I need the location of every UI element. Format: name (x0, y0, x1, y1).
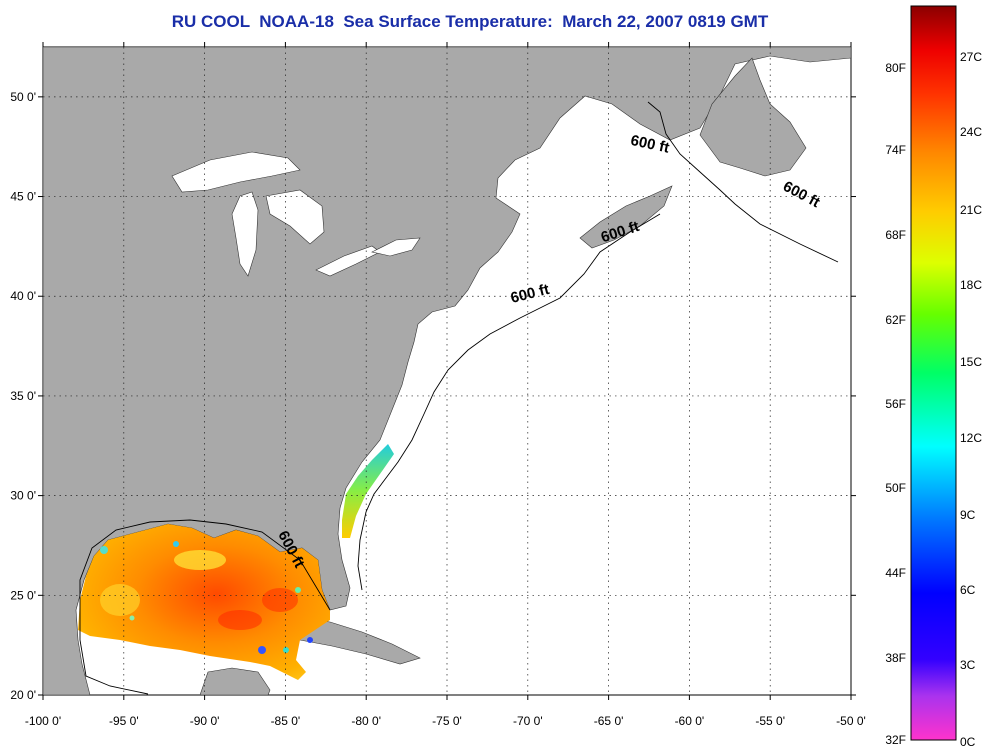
lon-tick-label: -85 0' (271, 714, 301, 728)
lat-tick-label: 45 0' (10, 190, 36, 204)
lat-tick-label: 30 0' (10, 489, 36, 503)
colorbar-c-label: 9C (960, 508, 976, 522)
lon-tick-label: -70 0' (513, 714, 543, 728)
colorbar-f-label: 74F (885, 143, 906, 157)
colorbar-c-label: 27C (960, 50, 982, 64)
chart-title: RU COOL NOAA-18 Sea Surface Temperature:… (171, 12, 769, 31)
sst-swath-atlantic (342, 444, 394, 538)
colorbar-gradient (910, 5, 957, 741)
colorbar-c-label: 24C (960, 125, 982, 139)
lon-tick-label: -55 0' (755, 714, 785, 728)
lat-axis: 20 0' 25 0' 30 0' 35 0' 40 0' 45 0' 50 0' (10, 90, 856, 702)
sst-swath-gulf (78, 524, 330, 680)
lon-tick-label: -95 0' (109, 714, 139, 728)
lat-tick-label: 40 0' (10, 289, 36, 303)
lon-tick-label: -80 0' (351, 714, 381, 728)
colorbar-c-labels: 27C 24C 21C 18C 15C 12C 9C 6C 3C 0C (960, 50, 982, 749)
lat-tick-label: 50 0' (10, 90, 36, 104)
lon-tick-label: -50 0' (836, 714, 866, 728)
colorbar-f-label: 56F (885, 397, 906, 411)
colorbar-f-label: 44F (885, 566, 906, 580)
map-grid (43, 47, 851, 695)
land-nova-scotia (579, 185, 673, 249)
colorbar-f-label: 32F (885, 733, 906, 747)
lat-tick-label: 35 0' (10, 389, 36, 403)
land-yucatan (199, 667, 271, 695)
sst-swath-patches (100, 541, 313, 654)
land-newfoundland (699, 57, 807, 177)
colorbar-c-label: 21C (960, 203, 982, 217)
great-lakes (171, 151, 421, 277)
colorbar-f-label: 50F (885, 481, 906, 495)
colorbar-c-label: 15C (960, 355, 982, 369)
colorbar-c-label: 6C (960, 583, 976, 597)
colorbar: 80F 74F 68F 62F 56F 50F 44F 38F 32F 27C 24C 21C 18C… (885, 5, 982, 749)
isobath-600ft (79, 101, 839, 695)
lon-tick-label: -90 0' (190, 714, 220, 728)
colorbar-f-label: 68F (885, 228, 906, 242)
lat-tick-label: 20 0' (10, 688, 36, 702)
lon-tick-label: -75 0' (432, 714, 462, 728)
colorbar-c-label: 18C (960, 278, 982, 292)
colorbar-c-label: 0C (960, 735, 976, 749)
colorbar-c-label: 3C (960, 658, 976, 672)
lon-tick-label: -100 0' (25, 714, 61, 728)
colorbar-f-labels: 80F 74F 68F 62F 56F 50F 44F 38F 32F (885, 61, 906, 747)
lat-tick-label: 25 0' (10, 588, 36, 602)
colorbar-f-label: 62F (885, 313, 906, 327)
lon-tick-label: -60 0' (675, 714, 705, 728)
lon-axis: -100 0' -95 0' -90 0' -85 0' -80 0' -75 0' -70… (25, 42, 866, 728)
colorbar-c-label: 12C (960, 431, 982, 445)
colorbar-f-label: 38F (885, 651, 906, 665)
colorbar-f-label: 80F (885, 61, 906, 75)
lon-tick-label: -65 0' (594, 714, 624, 728)
